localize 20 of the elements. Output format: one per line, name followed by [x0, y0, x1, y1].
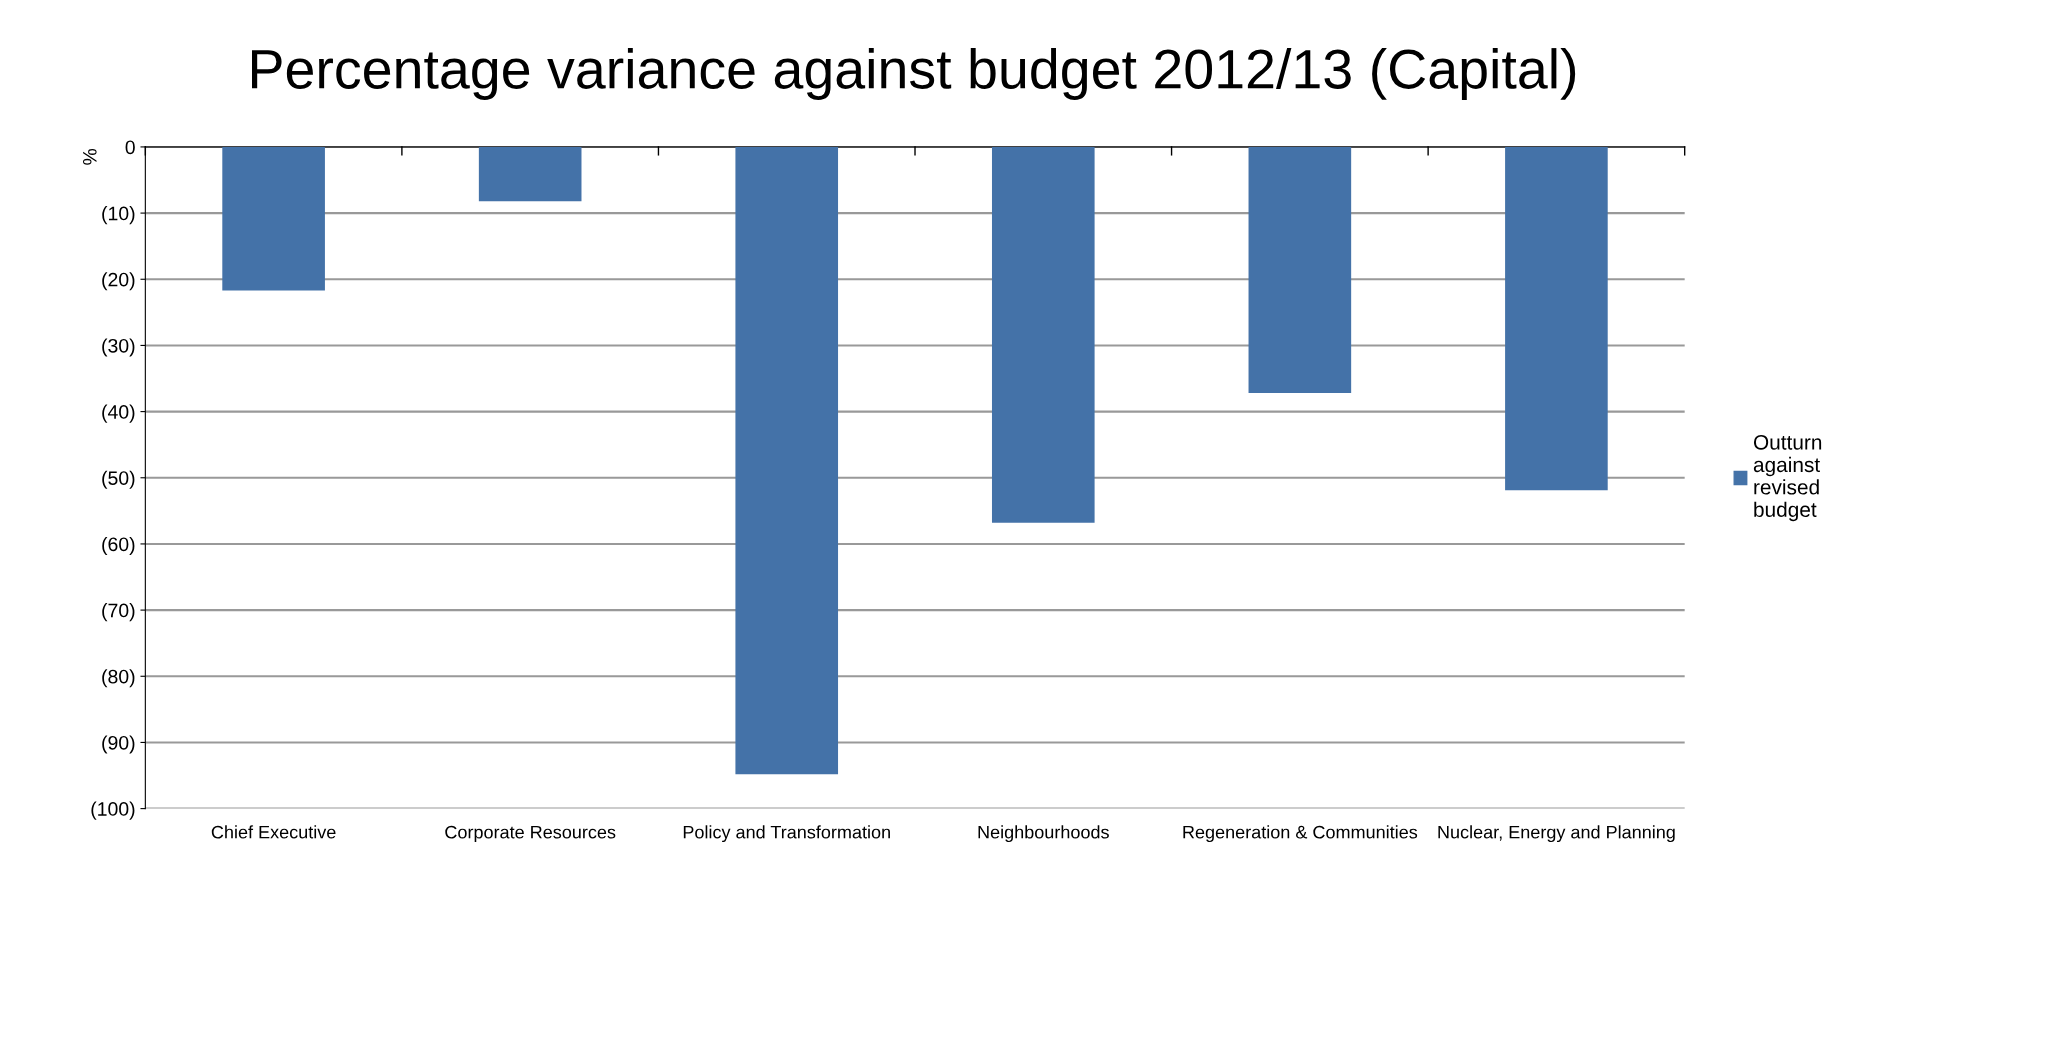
chart-title: Percentage variance against budget 2012/13 (Capital)	[252, 48, 1576, 100]
y-tick-label: (90)	[102, 735, 135, 754]
y-tick-label: 0	[125, 140, 135, 155]
y-tick-label: (10)	[102, 206, 135, 225]
x-tick-label: Neighbourhoods	[978, 825, 1109, 843]
y-tick-label: (60)	[102, 536, 135, 555]
x-tick-label: Regeneration & Communities	[1183, 825, 1418, 843]
y-tick-label: (30)	[102, 338, 135, 357]
x-tick-label: Nuclear, Energy and Planning	[1438, 825, 1675, 843]
x-tick-label: Corporate Resources	[445, 825, 616, 843]
y-tick-label: (80)	[102, 669, 135, 688]
y-tick-label: (100)	[91, 801, 135, 820]
y-tick-label: (20)	[102, 272, 135, 291]
x-tick-label: Policy and Transformation	[683, 825, 890, 843]
y-axis-title: %	[83, 148, 97, 165]
y-tick-label: (40)	[102, 404, 135, 423]
legend-label: Outturn against revised budget	[1753, 434, 1822, 522]
y-tick-label: (50)	[102, 470, 135, 489]
x-tick-label: Chief Executive	[211, 825, 336, 839]
y-tick-label: (70)	[102, 603, 135, 622]
